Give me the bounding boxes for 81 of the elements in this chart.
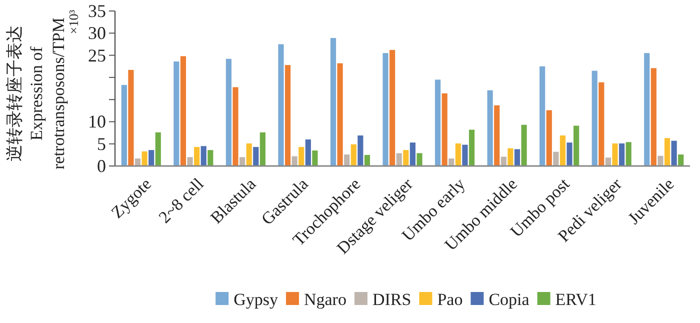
bar	[592, 70, 598, 166]
bar	[246, 143, 252, 166]
bar	[521, 124, 527, 166]
bar	[455, 143, 461, 166]
bar	[671, 140, 677, 166]
bar	[605, 158, 611, 166]
bar	[232, 87, 238, 166]
bar	[208, 150, 214, 166]
bar	[142, 151, 148, 166]
y-tick-label: 30	[88, 23, 106, 44]
legend-label: Ngaro	[304, 290, 346, 309]
bar	[253, 146, 259, 166]
bar	[494, 105, 500, 166]
bar	[566, 142, 572, 166]
bar	[134, 158, 141, 166]
bar	[284, 65, 291, 166]
bar	[416, 153, 422, 166]
bar	[664, 138, 670, 166]
bar	[390, 50, 396, 166]
bar	[403, 150, 409, 166]
x-tick-label: 2~8 cell	[154, 174, 208, 227]
bar	[337, 63, 343, 166]
legend-label: Gypsy	[234, 290, 278, 309]
bar	[626, 142, 632, 166]
bar	[180, 56, 186, 166]
bar	[468, 130, 475, 166]
legend-label: DIRS	[372, 290, 412, 309]
bar	[344, 154, 350, 166]
bar	[239, 157, 246, 166]
bar	[312, 150, 318, 166]
bar	[442, 93, 448, 166]
bar	[121, 84, 127, 166]
bar	[396, 153, 402, 166]
bar	[358, 135, 364, 166]
y-tick-label: 0	[97, 156, 106, 176]
bar	[462, 144, 468, 166]
bar	[650, 68, 656, 166]
bar	[298, 146, 304, 166]
text: ×10³	[66, 10, 81, 34]
bar	[305, 139, 311, 166]
bar	[560, 135, 566, 166]
bar	[410, 142, 416, 166]
bar	[187, 157, 193, 166]
bar	[350, 144, 356, 166]
bar	[155, 132, 161, 166]
legend-label: Pao	[437, 290, 463, 309]
bar	[508, 148, 514, 166]
bar	[292, 156, 298, 166]
bar	[260, 132, 266, 166]
bar	[658, 156, 664, 166]
bar	[540, 66, 546, 166]
bar	[330, 38, 336, 166]
bar	[487, 90, 493, 166]
bar	[174, 61, 180, 166]
bar	[644, 53, 650, 166]
y-tick-label: 5	[97, 134, 106, 154]
bar	[434, 80, 441, 166]
bar	[514, 149, 520, 166]
bar	[194, 146, 200, 166]
bar	[500, 156, 506, 166]
bar	[382, 53, 388, 166]
bar	[200, 146, 206, 166]
bar	[598, 82, 604, 166]
bar	[364, 154, 370, 166]
bar	[612, 143, 618, 166]
y-tick-label: 10	[88, 112, 106, 132]
y-tick-label: 35	[88, 1, 106, 21]
bar	[678, 154, 684, 166]
bar	[553, 152, 559, 166]
bar	[448, 158, 454, 166]
bar	[618, 143, 625, 166]
bar	[574, 126, 580, 166]
legend-label: ERV1	[555, 290, 596, 309]
bar	[226, 58, 232, 166]
bar	[278, 44, 284, 166]
bar	[546, 110, 552, 166]
bar	[128, 70, 134, 166]
y-axis-title: 逆转录转座子表达 Expression of retrotransposons/TPM	[5, 17, 68, 170]
bar	[148, 150, 154, 166]
y-tick-label: 25	[88, 45, 106, 66]
legend-label: Copia	[488, 290, 530, 309]
